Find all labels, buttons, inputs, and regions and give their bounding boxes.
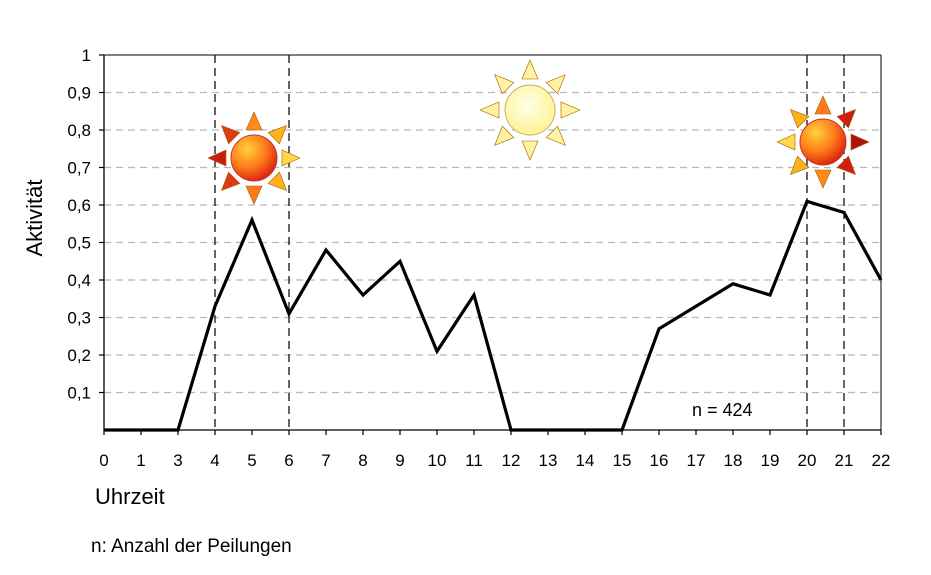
sun-ray [267,124,288,145]
sun-ray [521,140,539,161]
midday-sun-icon [479,59,581,161]
sun-ray [479,101,500,119]
y-tick-label: 0,1 [67,384,91,403]
sun-ray [836,155,857,176]
y-tick-label: 0,5 [67,234,91,253]
gridlines [104,91,881,394]
sample-size-annotation: n = 424 [692,400,753,420]
x-tick-label: 14 [576,451,595,470]
sun-ray [814,169,832,189]
activity-series-line [104,199,883,432]
x-tick-label: 7 [321,451,330,470]
sun-ray [267,171,288,192]
sun-ray [494,74,515,95]
sunset-sun-icon [776,95,870,189]
x-tick-label: 1 [136,451,145,470]
sun-ray [776,133,796,151]
sunrise-sun-icon [207,111,301,205]
x-ticks: 0 1 3 4 5 6 7 8 9 10 11 12 13 14 15 16 17 18 19 20 21 22 [99,430,890,470]
y-tick-label: 0,6 [67,196,91,215]
sun-ray [207,149,227,167]
x-tick-label: 10 [428,451,447,470]
x-tick-label: 18 [724,451,743,470]
x-tick-label: 20 [798,451,817,470]
sun-ray [220,124,241,145]
sun-ray [789,108,810,129]
y-axis-title: Aktivität [22,179,47,256]
x-tick-label: 19 [761,451,780,470]
sun-ray [220,171,241,192]
x-tick-label: 5 [247,451,256,470]
reference-lines [214,55,845,430]
x-tick-label: 8 [358,451,367,470]
x-axis-title: Uhrzeit [95,484,165,509]
y-tick-label: 0,3 [67,309,91,328]
sun-ray [494,125,515,146]
sun-ray [521,59,539,80]
y-tick-label: 0,9 [67,84,91,103]
x-tick-label: 4 [210,451,219,470]
x-tick-label: 3 [173,451,182,470]
x-tick-label: 9 [395,451,404,470]
x-tick-label: 17 [687,451,706,470]
x-tick-label: 0 [99,451,108,470]
sun-ray [545,125,566,146]
x-tick-label: 11 [465,451,483,470]
sun-ray [789,155,810,176]
x-tick-label: 22 [872,451,891,470]
x-tick-label: 15 [613,451,632,470]
x-tick-label: 16 [650,451,669,470]
y-tick-label: 0,2 [67,346,91,365]
sun-ray [850,133,870,151]
sun-ray [545,74,566,95]
x-tick-label: 21 [835,451,854,470]
y-ticks: 0,1 0,2 0,3 0,4 0,5 0,6 0,7 0,8 0,9 1 [67,46,104,403]
x-tick-label: 12 [502,451,521,470]
y-tick-label: 0,7 [67,159,91,178]
sun-ray [560,101,581,119]
sun-ray [245,111,263,131]
sun-ray [245,185,263,205]
sun-ray [281,149,301,167]
x-tick-label: 13 [539,451,558,470]
footnote: n: Anzahl der Peilungen [91,536,292,557]
y-tick-label: 1 [82,46,91,65]
x-tick-label: 6 [284,451,293,470]
y-tick-label: 0,8 [67,121,91,140]
sun-ray [814,95,832,115]
y-tick-label: 0,4 [67,271,91,290]
sun-ray [836,108,857,129]
